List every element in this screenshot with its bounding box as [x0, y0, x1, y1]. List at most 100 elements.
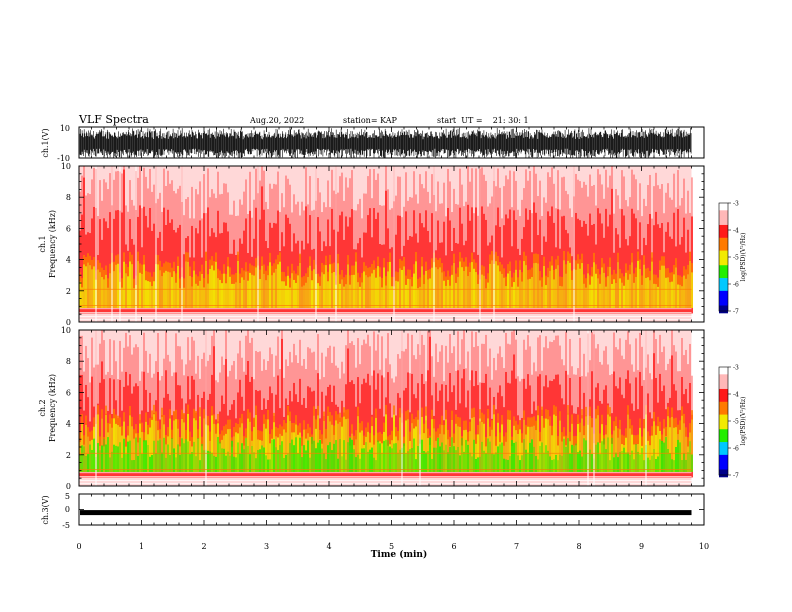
- spectrogram-cell: [347, 264, 349, 308]
- spectrogram-cell: [593, 262, 595, 308]
- spectrogram-cell: [187, 261, 189, 308]
- spectrogram-cell: [381, 277, 383, 288]
- spectrogram-cell: [375, 350, 377, 390]
- spectrogram-cell: [611, 274, 613, 284]
- y-tick-label: 4: [66, 256, 71, 265]
- spectrogram-cell: [325, 207, 327, 247]
- spectrogram-cell: [259, 449, 261, 472]
- ch1-ylabel: ch.1(V): [41, 128, 50, 157]
- spectrogram-cell: [327, 445, 329, 472]
- spectrogram-cell: [211, 265, 213, 308]
- spectrogram-cell: [291, 212, 293, 252]
- spectrogram-cell: [379, 431, 381, 442]
- spectrogram-cell: [399, 449, 401, 472]
- spectrogram-cell: [647, 267, 649, 278]
- spectrogram-cell: [463, 420, 465, 431]
- spectrogram-cell: [647, 277, 649, 308]
- spectrogram-cell: [493, 166, 495, 322]
- spectrogram-cell: [591, 332, 593, 372]
- time-axis-label: Time (min): [371, 549, 428, 560]
- spectrogram-cell: [103, 438, 105, 472]
- spectrogram-cell: [577, 424, 579, 472]
- spectrogram-cell: [179, 385, 181, 478]
- spectrogram-cell: [253, 417, 255, 427]
- spectrogram-cell: [611, 374, 613, 414]
- spectrogram-cell: [261, 256, 263, 266]
- spectrogram-cell: [273, 439, 275, 472]
- spectrogram-cell: [563, 438, 565, 472]
- x-tick-label: 9: [639, 542, 644, 551]
- spectrogram-cell: [567, 260, 569, 308]
- spectrogram-cell: [231, 440, 233, 472]
- spectrogram-cell: [687, 452, 689, 472]
- spectrogram-cell: [691, 419, 693, 472]
- spectrogram-cell: [167, 209, 169, 314]
- spectrogram-cell: [431, 258, 433, 268]
- spectrogram-cell: [337, 423, 339, 472]
- spectrogram-cell: [289, 351, 291, 391]
- spectrogram-cell: [331, 273, 333, 308]
- spectrogram-cell: [251, 337, 253, 377]
- y-tick-label: 6: [66, 224, 71, 233]
- spectrogram-cell: [317, 283, 319, 308]
- spectrogram-cell: [135, 437, 137, 472]
- spectrogram-cell: [365, 193, 367, 233]
- spectrogram-cell: [555, 415, 557, 472]
- spectrogram-cell: [231, 274, 233, 284]
- spectrogram-cell: [503, 268, 505, 278]
- spectrogram-cell: [603, 198, 605, 238]
- spectrogram-cell: [157, 198, 159, 238]
- spectrogram-cell: [193, 441, 195, 472]
- spectrogram-cell: [293, 445, 295, 472]
- spectrogram-cell: [653, 274, 655, 284]
- spectrogram-cell: [319, 192, 321, 232]
- spectrogram-cell: [203, 174, 205, 214]
- spectrogram-cell: [247, 214, 249, 254]
- spectrogram-cell: [481, 167, 483, 207]
- spectrogram-cell: [247, 445, 249, 472]
- spectrogram-cell: [285, 359, 287, 399]
- spectrogram-cell: [91, 449, 93, 472]
- spectrogram-cell: [371, 416, 373, 427]
- spectrogram-cell: [455, 203, 457, 243]
- spectrogram-cell: [375, 460, 377, 472]
- spectrogram-cell: [113, 340, 115, 380]
- ch2-ylabel-channel: ch.2: [38, 399, 47, 416]
- spectrogram-cell: [271, 354, 273, 394]
- spectrogram-cell: [259, 269, 261, 279]
- spectrogram-cell: [609, 416, 611, 472]
- spectrogram-cell: [249, 263, 251, 273]
- spectrogram-cell: [497, 446, 499, 472]
- ch3-waveform-line: [80, 510, 692, 516]
- spectrogram-cell: [505, 276, 507, 287]
- spectrogram-cell: [289, 184, 291, 224]
- spectrogram-cell: [211, 406, 213, 416]
- spectrogram-cell: [557, 445, 559, 472]
- spectrogram-cell: [285, 432, 287, 472]
- spectrogram-cell: [247, 330, 249, 361]
- spectrogram-cell: [239, 273, 241, 283]
- spectrogram-cell: [531, 417, 533, 427]
- spectrogram-cell: [449, 373, 451, 478]
- spectrogram-cell: [591, 186, 593, 226]
- spectrogram-cell: [441, 442, 443, 472]
- spectrogram-cell: [473, 347, 475, 387]
- spectrogram-cell: [537, 405, 539, 416]
- spectrogram-cell: [627, 414, 629, 472]
- spectrogram-cell: [169, 262, 171, 273]
- spectrogram-cell: [241, 277, 243, 308]
- spectrogram-cell: [483, 174, 485, 214]
- spectrogram-cell: [441, 272, 443, 308]
- spectrogram-cell: [421, 266, 423, 308]
- spectrogram-cell: [595, 444, 597, 472]
- spectrogram-cell: [359, 432, 361, 472]
- spectrogram-cell: [481, 274, 483, 308]
- spectrogram-cell: [277, 171, 279, 211]
- spectrogram-cell: [451, 437, 453, 472]
- spectrogram-cell: [83, 371, 85, 411]
- spectrogram-cell: [203, 450, 205, 472]
- spectrogram-cell: [319, 276, 321, 286]
- spectrogram-cell: [285, 214, 287, 314]
- spectrogram-cell: [229, 419, 231, 429]
